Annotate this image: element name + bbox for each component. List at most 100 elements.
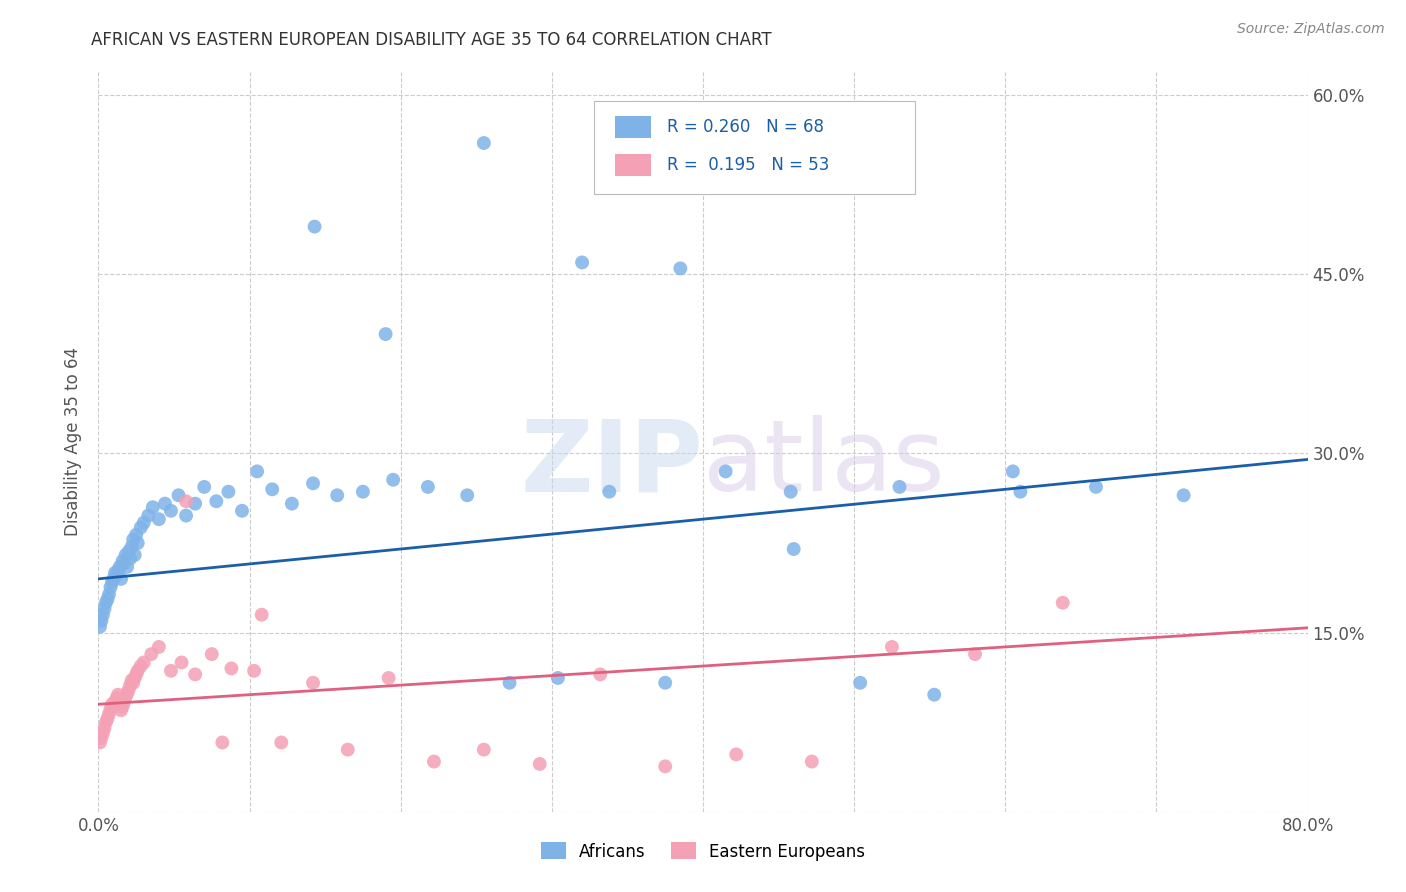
- Point: [193, 480, 215, 494]
- Point: [107, 564, 129, 578]
- Point: [114, 690, 136, 704]
- Point: [250, 607, 273, 622]
- Point: [270, 735, 292, 749]
- Text: R =  0.195   N = 53: R = 0.195 N = 53: [666, 156, 830, 174]
- Point: [115, 560, 138, 574]
- Point: [262, 483, 284, 497]
- Point: [352, 484, 374, 499]
- Text: Source: ZipAtlas.com: Source: ZipAtlas.com: [1237, 22, 1385, 37]
- Point: [423, 755, 446, 769]
- Point: [922, 688, 945, 702]
- Point: [211, 735, 233, 749]
- FancyBboxPatch shape: [595, 101, 915, 194]
- Point: [783, 541, 806, 556]
- Point: [125, 527, 148, 541]
- Point: [849, 675, 872, 690]
- Point: [382, 473, 405, 487]
- Point: [598, 484, 620, 499]
- Point: [184, 497, 207, 511]
- Point: [124, 548, 146, 562]
- Point: [90, 731, 112, 745]
- Point: [160, 664, 183, 678]
- Point: [105, 568, 128, 582]
- Point: [654, 675, 676, 690]
- Point: [111, 554, 134, 568]
- Point: [121, 540, 143, 554]
- Point: [101, 575, 124, 590]
- Point: [129, 520, 152, 534]
- Point: [136, 508, 159, 523]
- Legend: Africans, Eastern Europeans: Africans, Eastern Europeans: [534, 836, 872, 867]
- Point: [167, 488, 190, 502]
- Point: [456, 488, 478, 502]
- Point: [105, 691, 128, 706]
- Point: [112, 695, 135, 709]
- Point: [132, 656, 155, 670]
- Point: [108, 695, 131, 709]
- Point: [205, 494, 228, 508]
- Point: [1001, 464, 1024, 478]
- Point: [89, 735, 111, 749]
- Point: [148, 512, 170, 526]
- Point: [103, 572, 125, 586]
- Point: [302, 476, 325, 491]
- FancyBboxPatch shape: [614, 154, 651, 177]
- Point: [246, 464, 269, 478]
- Point: [104, 695, 127, 709]
- Point: [114, 548, 136, 562]
- Point: [148, 640, 170, 654]
- Point: [714, 464, 737, 478]
- Point: [1052, 596, 1074, 610]
- Point: [120, 551, 142, 566]
- FancyBboxPatch shape: [614, 116, 651, 138]
- Point: [124, 671, 146, 685]
- Point: [243, 664, 266, 678]
- Point: [101, 698, 124, 712]
- Point: [132, 516, 155, 530]
- Point: [122, 675, 145, 690]
- Point: [141, 647, 163, 661]
- Point: [122, 533, 145, 547]
- Point: [129, 659, 152, 673]
- Point: [100, 702, 122, 716]
- Point: [889, 480, 911, 494]
- Text: AFRICAN VS EASTERN EUROPEAN DISABILITY AGE 35 TO 64 CORRELATION CHART: AFRICAN VS EASTERN EUROPEAN DISABILITY A…: [91, 31, 772, 49]
- Point: [529, 756, 551, 771]
- Point: [112, 557, 135, 571]
- Point: [125, 667, 148, 681]
- Point: [91, 607, 114, 622]
- Point: [89, 619, 111, 633]
- Point: [231, 504, 253, 518]
- Point: [100, 580, 122, 594]
- Point: [94, 715, 117, 730]
- Point: [110, 572, 132, 586]
- Point: [472, 742, 495, 756]
- Text: R = 0.260   N = 68: R = 0.260 N = 68: [666, 118, 824, 136]
- Point: [104, 566, 127, 580]
- Text: ZIP: ZIP: [520, 416, 703, 512]
- Point: [377, 671, 399, 685]
- Point: [221, 661, 243, 675]
- Point: [120, 678, 142, 692]
- Point: [118, 544, 141, 558]
- Point: [725, 747, 748, 762]
- Point: [800, 755, 823, 769]
- Point: [1085, 480, 1108, 494]
- Point: [498, 675, 520, 690]
- Point: [201, 647, 224, 661]
- Point: [96, 712, 118, 726]
- Point: [127, 664, 149, 678]
- Point: [416, 480, 439, 494]
- Point: [779, 484, 801, 499]
- Point: [153, 497, 176, 511]
- Point: [110, 703, 132, 717]
- Point: [281, 497, 304, 511]
- Point: [374, 327, 396, 342]
- Point: [965, 647, 987, 661]
- Point: [103, 699, 125, 714]
- Point: [94, 596, 117, 610]
- Point: [91, 726, 114, 740]
- Point: [98, 587, 121, 601]
- Point: [174, 508, 197, 523]
- Point: [107, 688, 129, 702]
